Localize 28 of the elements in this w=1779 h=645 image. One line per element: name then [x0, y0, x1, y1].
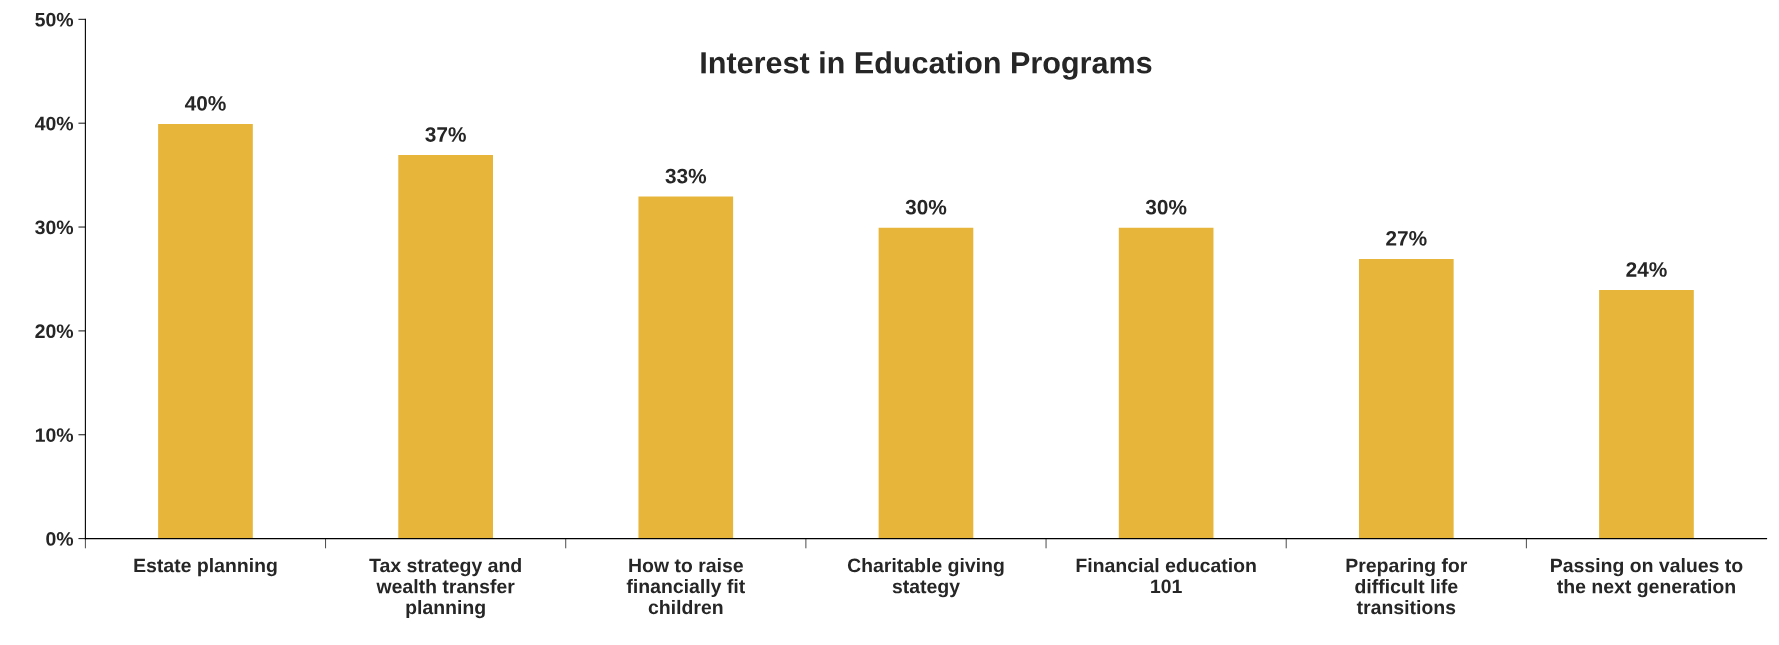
bar	[156, 122, 255, 539]
y-tick-label: 0%	[46, 532, 74, 546]
data-label: 24%	[1626, 262, 1667, 277]
x-tick-label: Passing on values to the next generation	[1551, 558, 1743, 598]
x-tick-label: How to raise financially fit children	[626, 558, 745, 615]
x-tick-label: Tax strategy and wealth transfer planning	[369, 558, 521, 619]
y-tick-label: 10%	[35, 428, 74, 442]
bar	[1357, 257, 1456, 539]
bar	[877, 226, 975, 539]
bar	[1597, 288, 1696, 539]
x-tick-label: Estate planning	[134, 558, 277, 577]
x-tick-label: Charitable giving stategy	[847, 558, 1004, 598]
data-label: 33%	[665, 168, 707, 184]
y-tick-label: 30%	[35, 220, 74, 235]
text: Interest in Education Programs	[701, 51, 1152, 80]
y-tick-label: 50%	[35, 12, 74, 27]
y-tick-label: 40%	[34, 116, 74, 131]
x-tick-label: Financial education 101	[1076, 558, 1256, 594]
data-label: 37%	[425, 127, 466, 142]
data-label: 30%	[1145, 199, 1187, 215]
data-label: 27%	[1386, 230, 1427, 246]
y-tick-label: 20%	[35, 324, 74, 339]
bar	[1117, 226, 1215, 539]
data-label: 30%	[905, 199, 947, 215]
bar	[637, 195, 735, 539]
x-tick-label: Preparing for difficult life transitions	[1346, 558, 1468, 615]
bar	[396, 153, 495, 539]
data-label: 40%	[184, 95, 226, 111]
